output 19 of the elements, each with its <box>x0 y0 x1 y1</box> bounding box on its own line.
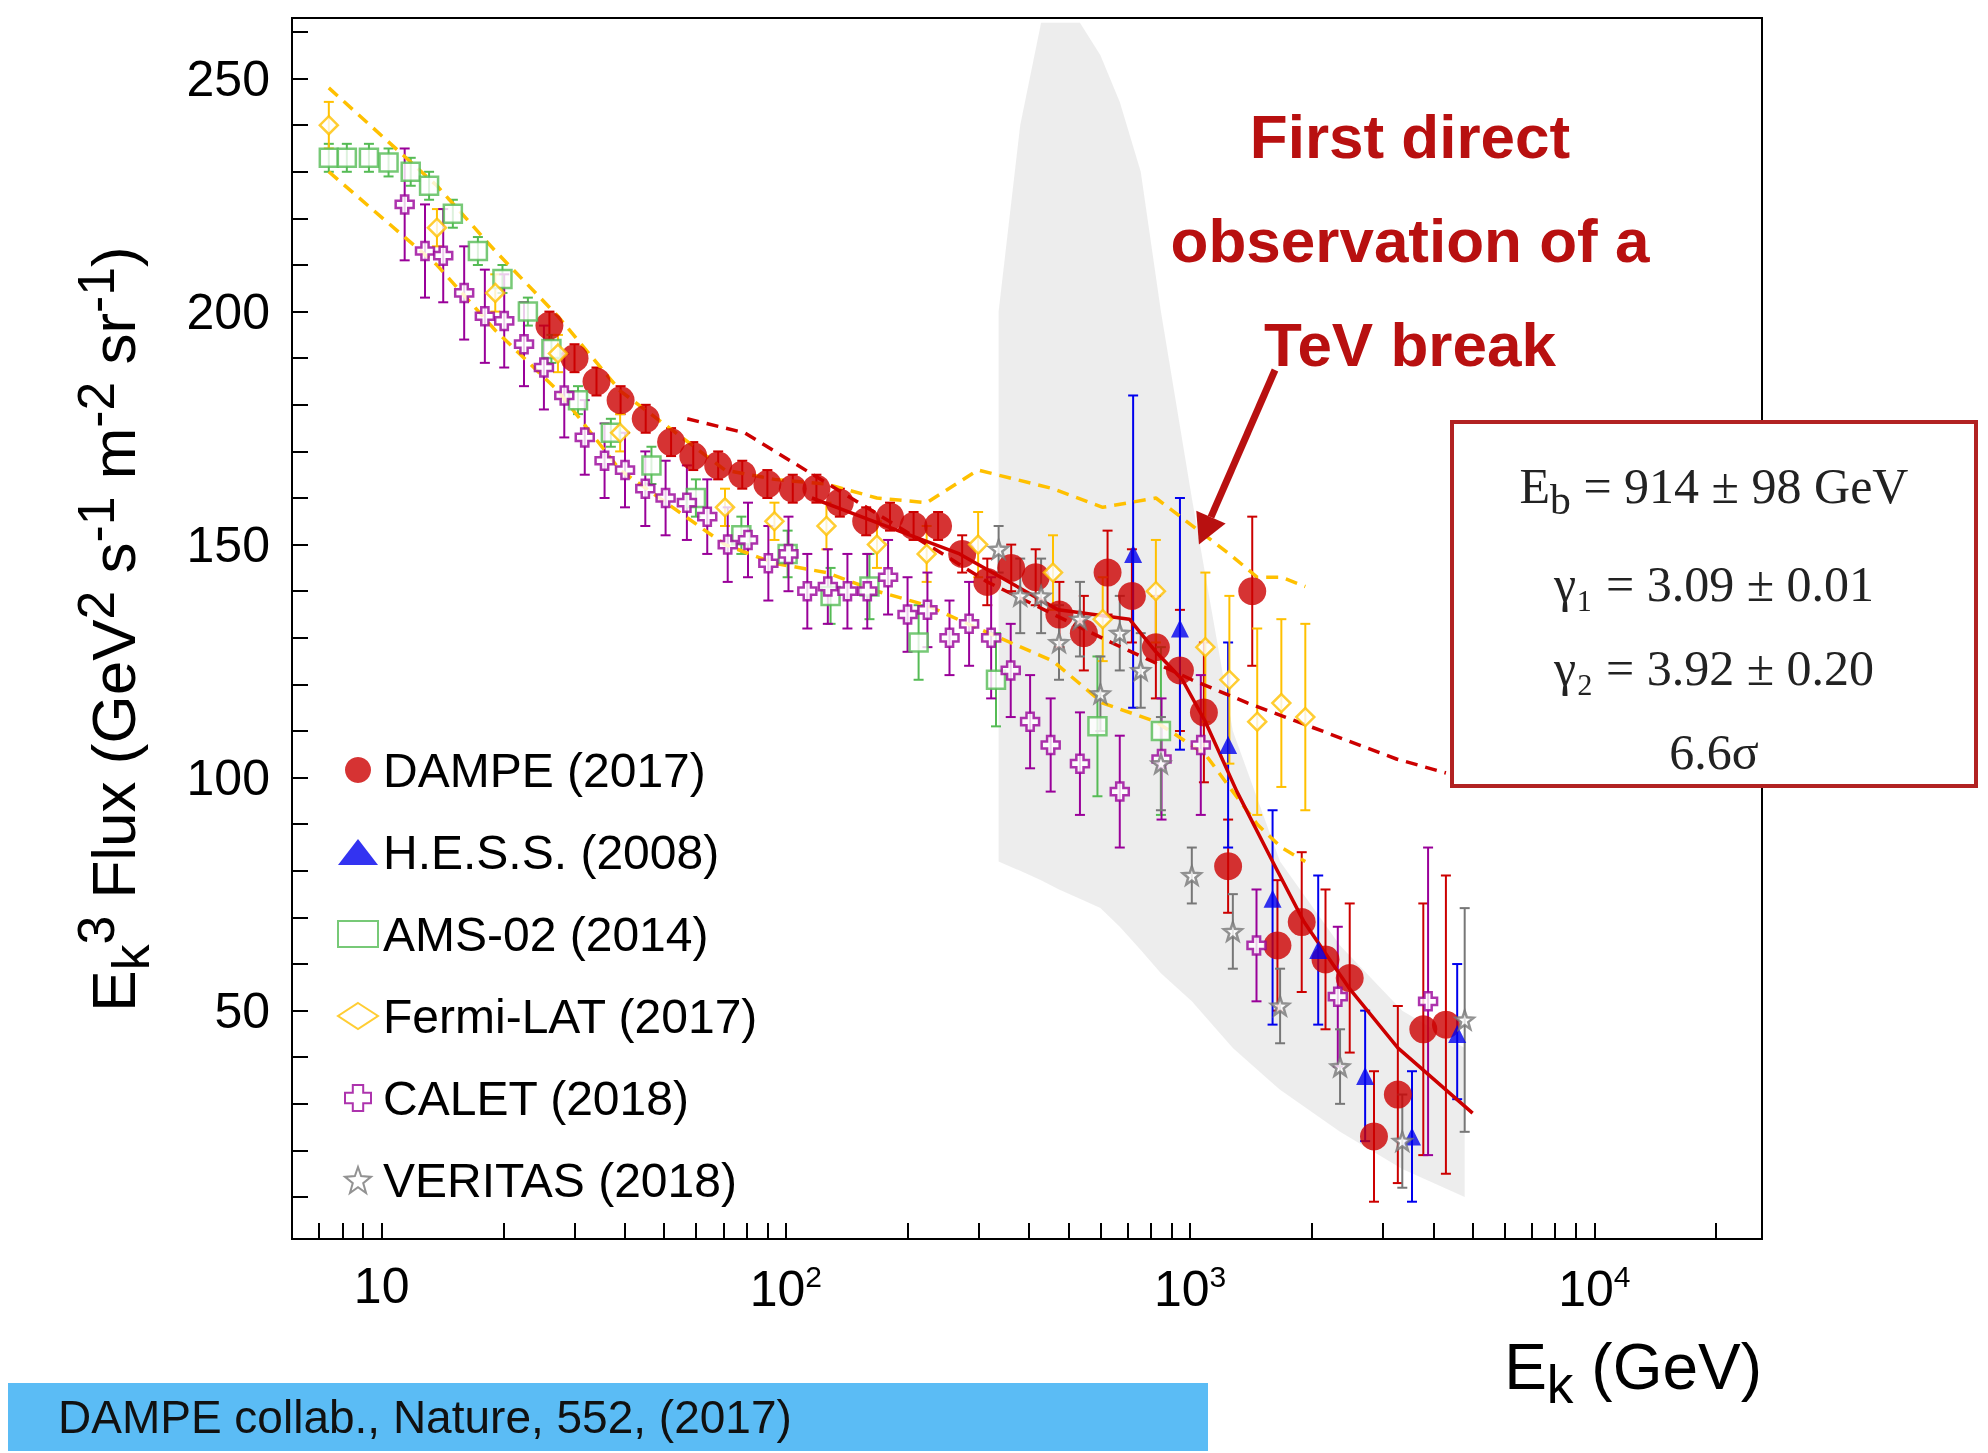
y-tick-label: 50 <box>214 982 270 1039</box>
y-tick-label: 100 <box>186 749 270 806</box>
annotation: E$_{b}$ = 914 ± 98 GeV <box>1518 457 1910 525</box>
annotation: 6.6σ <box>1668 723 1760 782</box>
legend-label: CALET (2018) <box>383 1071 689 1125</box>
annotation: γ₁ = 3.09 ± 0.01 <box>1552 555 1876 614</box>
legend-label: DAMPE (2017) <box>383 743 706 797</box>
y-tick-label: 250 <box>186 50 270 107</box>
legend-label: AMS-02 (2014) <box>383 907 709 961</box>
annotation: γ₂ = 3.92 ± 0.20 <box>1552 639 1876 698</box>
y-tick-label: 200 <box>186 283 270 340</box>
text: DAMPE collab., Nature, 552, (2017) <box>8 1383 1208 1451</box>
legend-label: H.E.S.S. (2008) <box>383 825 720 879</box>
x-tick-label: 10 <box>353 1258 410 1314</box>
y-tick-label: 150 <box>186 516 270 573</box>
x-axis-title: E$_{k}$ (GeV) <box>1504 1330 1762 1415</box>
annotation: First direct observation of a TeV break <box>1169 101 1651 381</box>
legend-label: Fermi-LAT (2017) <box>383 989 758 1043</box>
legend-label: VERITAS (2018) <box>383 1153 737 1207</box>
